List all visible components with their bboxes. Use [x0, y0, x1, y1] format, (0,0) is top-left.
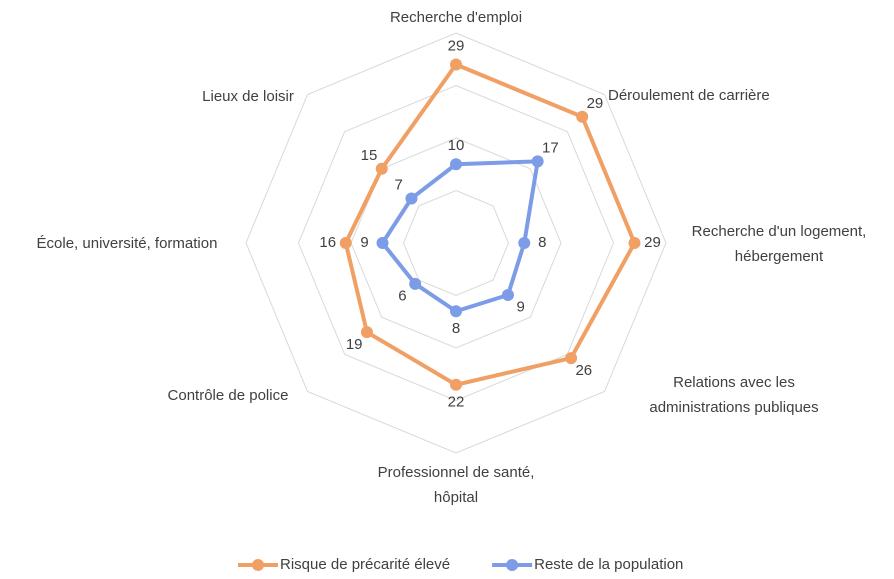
data-point [628, 237, 641, 249]
data-label: 22 [448, 394, 465, 411]
category-label: Recherche d'emploi [390, 9, 522, 26]
data-label: 6 [398, 288, 406, 305]
data-point [376, 237, 389, 249]
data-point [450, 158, 462, 171]
data-point [405, 192, 418, 205]
data-label: 7 [395, 177, 403, 194]
data-label: 9 [517, 299, 525, 316]
data-label: 29 [644, 234, 661, 251]
data-point [450, 305, 462, 318]
data-point [409, 277, 422, 290]
data-label: 29 [587, 95, 604, 112]
grid-ring [245, 32, 667, 454]
grid-ring [297, 84, 615, 402]
data-point [450, 378, 462, 391]
data-point [518, 237, 531, 249]
legend-label: Risque de précarité élevé [280, 556, 450, 573]
data-label: 8 [538, 234, 546, 251]
grid-ring [402, 189, 510, 297]
data-label: 9 [360, 234, 368, 251]
data-point [576, 110, 589, 123]
data-label: 26 [575, 362, 592, 379]
data-point [565, 352, 578, 365]
series-line [343, 62, 637, 387]
data-label: 8 [452, 320, 460, 337]
category-label: Recherche d'un logement, hébergement [692, 223, 867, 265]
data-point [375, 162, 388, 175]
data-label: 19 [346, 336, 363, 353]
category-label: Contrôle de police [168, 387, 289, 404]
data-label: 15 [361, 147, 378, 164]
category-label: École, université, formation [37, 235, 218, 252]
legend-marker [506, 559, 519, 571]
data-point [501, 288, 514, 301]
category-label: Lieux de loisir [202, 88, 294, 105]
data-label: 16 [319, 234, 336, 251]
data-point [360, 326, 373, 339]
legend-marker [252, 559, 264, 571]
data-point [531, 155, 544, 168]
data-label: 29 [448, 37, 465, 54]
data-label: 10 [448, 137, 465, 154]
data-label: 17 [542, 140, 559, 157]
category-label: Déroulement de carrière [608, 87, 770, 104]
category-label: Professionnel de santé, hôpital [378, 464, 535, 506]
data-point [450, 58, 462, 71]
legend-label: Reste de la population [534, 556, 683, 573]
category-label: Relations avec les administrations publiq… [649, 374, 818, 416]
data-point [339, 237, 352, 249]
